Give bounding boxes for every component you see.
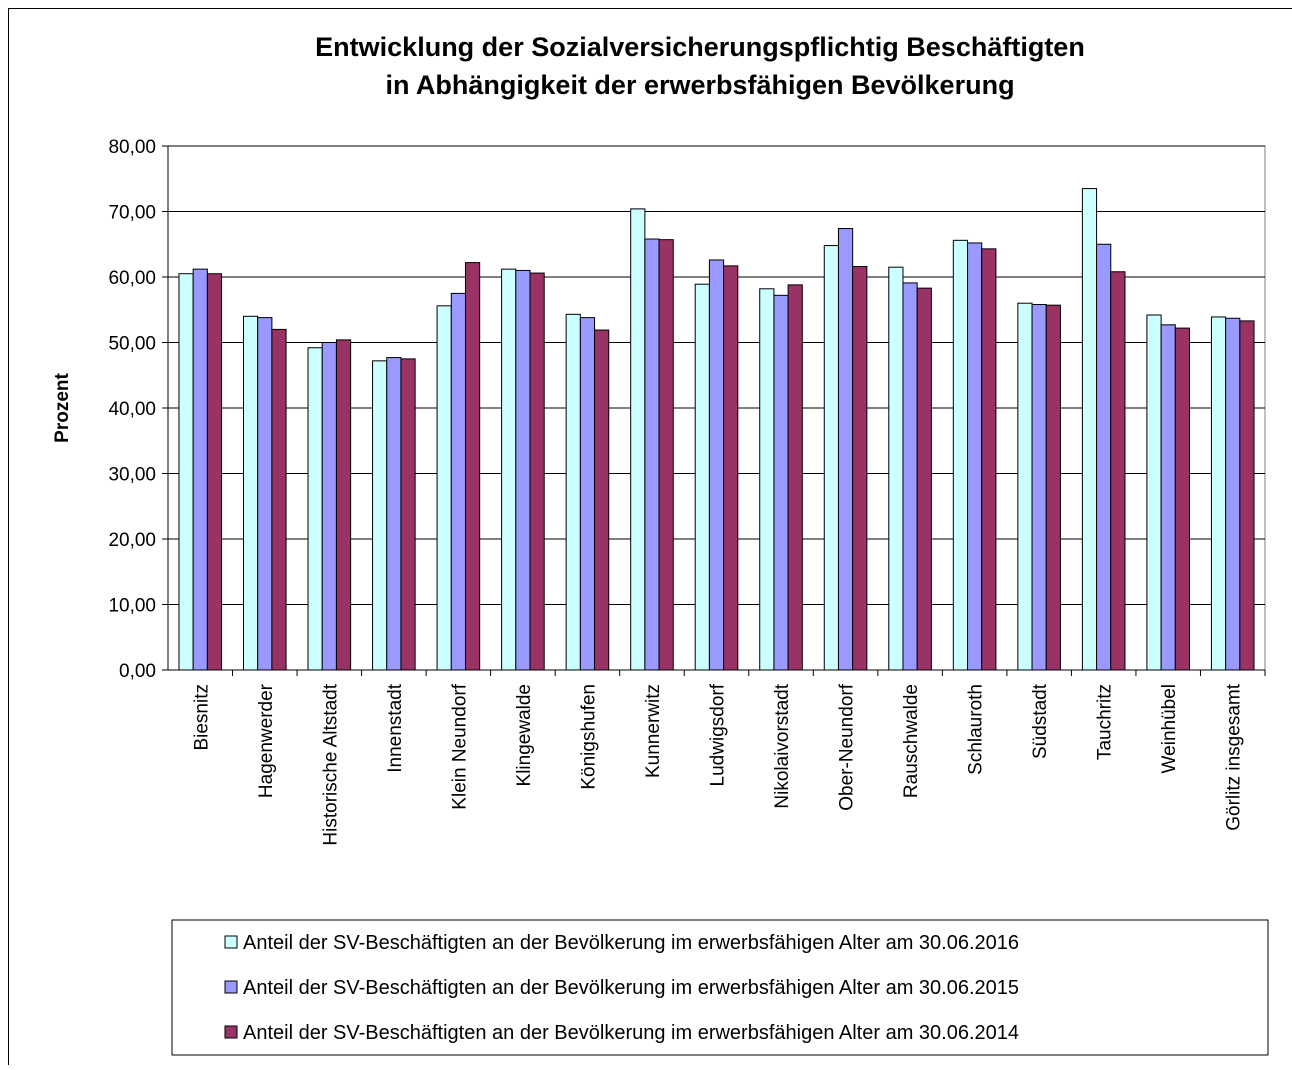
bar	[516, 270, 530, 670]
y-tick-label: 10,00	[108, 596, 156, 617]
bar	[659, 240, 673, 670]
y-tick-label: 40,00	[108, 399, 156, 420]
x-tick-label: Hagenwerder	[256, 683, 277, 798]
bar	[1018, 303, 1032, 670]
y-tick-label: 70,00	[108, 203, 156, 224]
chart-title: Entwicklung der Sozialversicherungspflic…	[315, 32, 1085, 62]
y-tick-label: 30,00	[108, 465, 156, 486]
bar	[1211, 317, 1225, 670]
bar	[953, 240, 967, 670]
bar	[451, 293, 465, 670]
y-tick-label: 50,00	[108, 334, 156, 355]
y-tick-label: 0,00	[119, 661, 156, 682]
legend-swatch	[225, 981, 237, 993]
x-tick-label: Weinhübel	[1159, 684, 1180, 773]
bar	[272, 329, 286, 670]
bar	[824, 246, 838, 670]
bar	[373, 361, 387, 670]
bar	[322, 343, 336, 671]
bar	[645, 239, 659, 670]
x-tick-label: Königshufen	[578, 684, 599, 790]
bar	[308, 348, 322, 670]
x-tick-label: Historische Altstadt	[320, 683, 341, 845]
x-tick-label: Klein Neundorf	[449, 683, 470, 809]
bar	[1175, 328, 1189, 670]
bar	[788, 285, 802, 670]
x-tick-label: Südstadt	[1030, 683, 1051, 759]
bar	[1240, 321, 1254, 670]
x-tick-label: Ludwigsdorf	[708, 683, 729, 786]
bar	[631, 209, 645, 670]
bar	[193, 269, 207, 670]
bar	[502, 269, 516, 670]
x-tick-label: Schlauroth	[966, 684, 987, 775]
x-tick-label: Nikolaivorstadt	[772, 683, 793, 808]
bar	[838, 229, 852, 670]
y-tick-label: 20,00	[108, 530, 156, 551]
bar	[258, 318, 272, 670]
bar	[179, 274, 193, 670]
x-tick-label: Innenstadt	[385, 683, 406, 772]
legend-label: Anteil der SV-Beschäftigten an der Bevöl…	[243, 1022, 1019, 1044]
x-tick-label: Ober-Neundorf	[837, 683, 858, 810]
bar	[401, 359, 415, 670]
bar	[1082, 189, 1096, 670]
bar	[903, 283, 917, 670]
bar	[774, 295, 788, 670]
bar	[724, 266, 738, 670]
legend-swatch	[225, 936, 237, 948]
x-tick-label: Tauchritz	[1095, 684, 1116, 760]
x-tick-label: Rauschwalde	[901, 684, 922, 798]
bar	[465, 263, 479, 670]
bar	[1111, 272, 1125, 670]
bar	[760, 289, 774, 670]
bar	[207, 274, 221, 670]
legend-label: Anteil der SV-Beschäftigten an der Bevöl…	[243, 932, 1019, 954]
bar	[853, 267, 867, 670]
bar	[243, 316, 257, 670]
bar	[1032, 305, 1046, 670]
x-tick-label: Biesnitz	[191, 684, 212, 751]
y-axis-label: Prozent	[52, 372, 73, 442]
bar	[889, 267, 903, 670]
legend-swatch	[225, 1026, 237, 1038]
x-tick-label: Klingewalde	[514, 684, 535, 786]
bar	[1147, 315, 1161, 670]
bar	[387, 358, 401, 670]
y-tick-label: 80,00	[108, 137, 156, 158]
x-tick-label: Görlitz insgesamt	[1224, 683, 1245, 830]
bar	[1046, 305, 1060, 670]
legend-label: Anteil der SV-Beschäftigten an der Bevöl…	[243, 977, 1019, 999]
x-tick-label: Kunnerwitz	[643, 684, 664, 778]
bar	[968, 243, 982, 670]
bar	[580, 318, 594, 670]
bar	[695, 284, 709, 670]
bar	[530, 273, 544, 670]
bar	[595, 330, 609, 670]
bar	[1161, 325, 1175, 670]
bar	[709, 260, 723, 670]
y-tick-label: 60,00	[108, 268, 156, 289]
bar	[336, 340, 350, 670]
chart-subtitle: in Abhängigkeit der erwerbsfähigen Bevöl…	[385, 70, 1014, 100]
bar	[1097, 244, 1111, 670]
bar	[437, 306, 451, 670]
bar	[982, 249, 996, 670]
bar	[1226, 318, 1240, 670]
bar	[566, 314, 580, 670]
bar	[917, 288, 931, 670]
